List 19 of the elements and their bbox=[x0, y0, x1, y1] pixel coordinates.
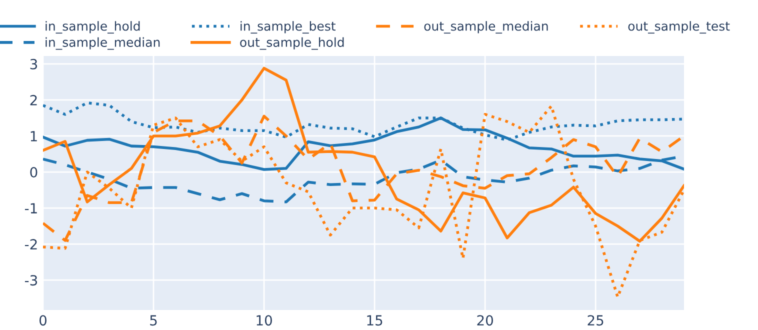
y-tick-label: -1 bbox=[24, 203, 37, 214]
x-tick-label: 15 bbox=[367, 315, 382, 326]
x-tick-label: 5 bbox=[150, 315, 157, 326]
y-tick-label: 2 bbox=[30, 94, 37, 106]
legend-label: in_sample_best bbox=[240, 21, 336, 34]
x-tick-label: 10 bbox=[256, 315, 272, 326]
y-tick-label: 3 bbox=[30, 58, 38, 70]
x-tick-label: 0 bbox=[39, 315, 46, 326]
legend-label: in_sample_median bbox=[46, 37, 160, 50]
legend-label: out_sample_median bbox=[424, 21, 548, 34]
legend-label: out_sample_test bbox=[628, 21, 730, 34]
y-tick-label: 1 bbox=[30, 131, 37, 142]
legend-label: out_sample_hold bbox=[240, 37, 344, 50]
y-tick-label: 0 bbox=[30, 166, 38, 178]
legend-label: in_sample_hold bbox=[46, 21, 140, 34]
y-tick-label: -3 bbox=[24, 275, 38, 286]
x-tick-label: 25 bbox=[588, 315, 604, 326]
x-tick-label: 20 bbox=[477, 315, 493, 326]
y-tick-label: -2 bbox=[24, 239, 37, 250]
